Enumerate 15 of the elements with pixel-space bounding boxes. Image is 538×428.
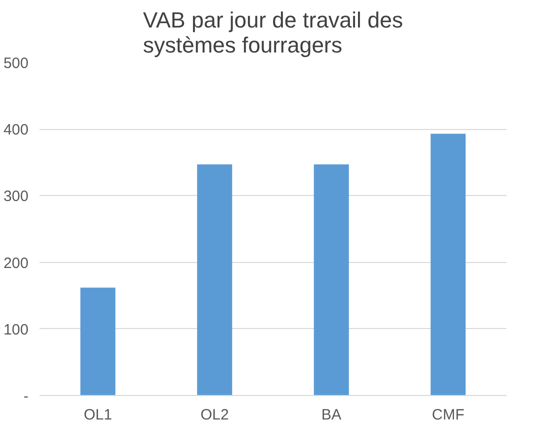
x-tick-label: OL2 xyxy=(200,406,229,424)
y-tick-label: 300 xyxy=(3,188,29,206)
y-tick-label: 200 xyxy=(3,254,29,272)
chart-title: VAB par jour de travail des systèmes fourragers xyxy=(142,8,404,58)
y-tick-label: 500 xyxy=(3,55,29,72)
y-tick-label: 100 xyxy=(3,321,29,338)
x-tick-label: BA xyxy=(321,406,342,424)
y-tick-label: 400 xyxy=(3,122,29,139)
y-tick-label: - xyxy=(24,388,29,405)
bar xyxy=(197,164,232,396)
bar xyxy=(314,164,349,396)
bar xyxy=(430,134,466,396)
x-tick-label: CMF xyxy=(432,406,464,424)
x-tick-label: OL1 xyxy=(84,406,112,424)
bar xyxy=(80,288,116,396)
